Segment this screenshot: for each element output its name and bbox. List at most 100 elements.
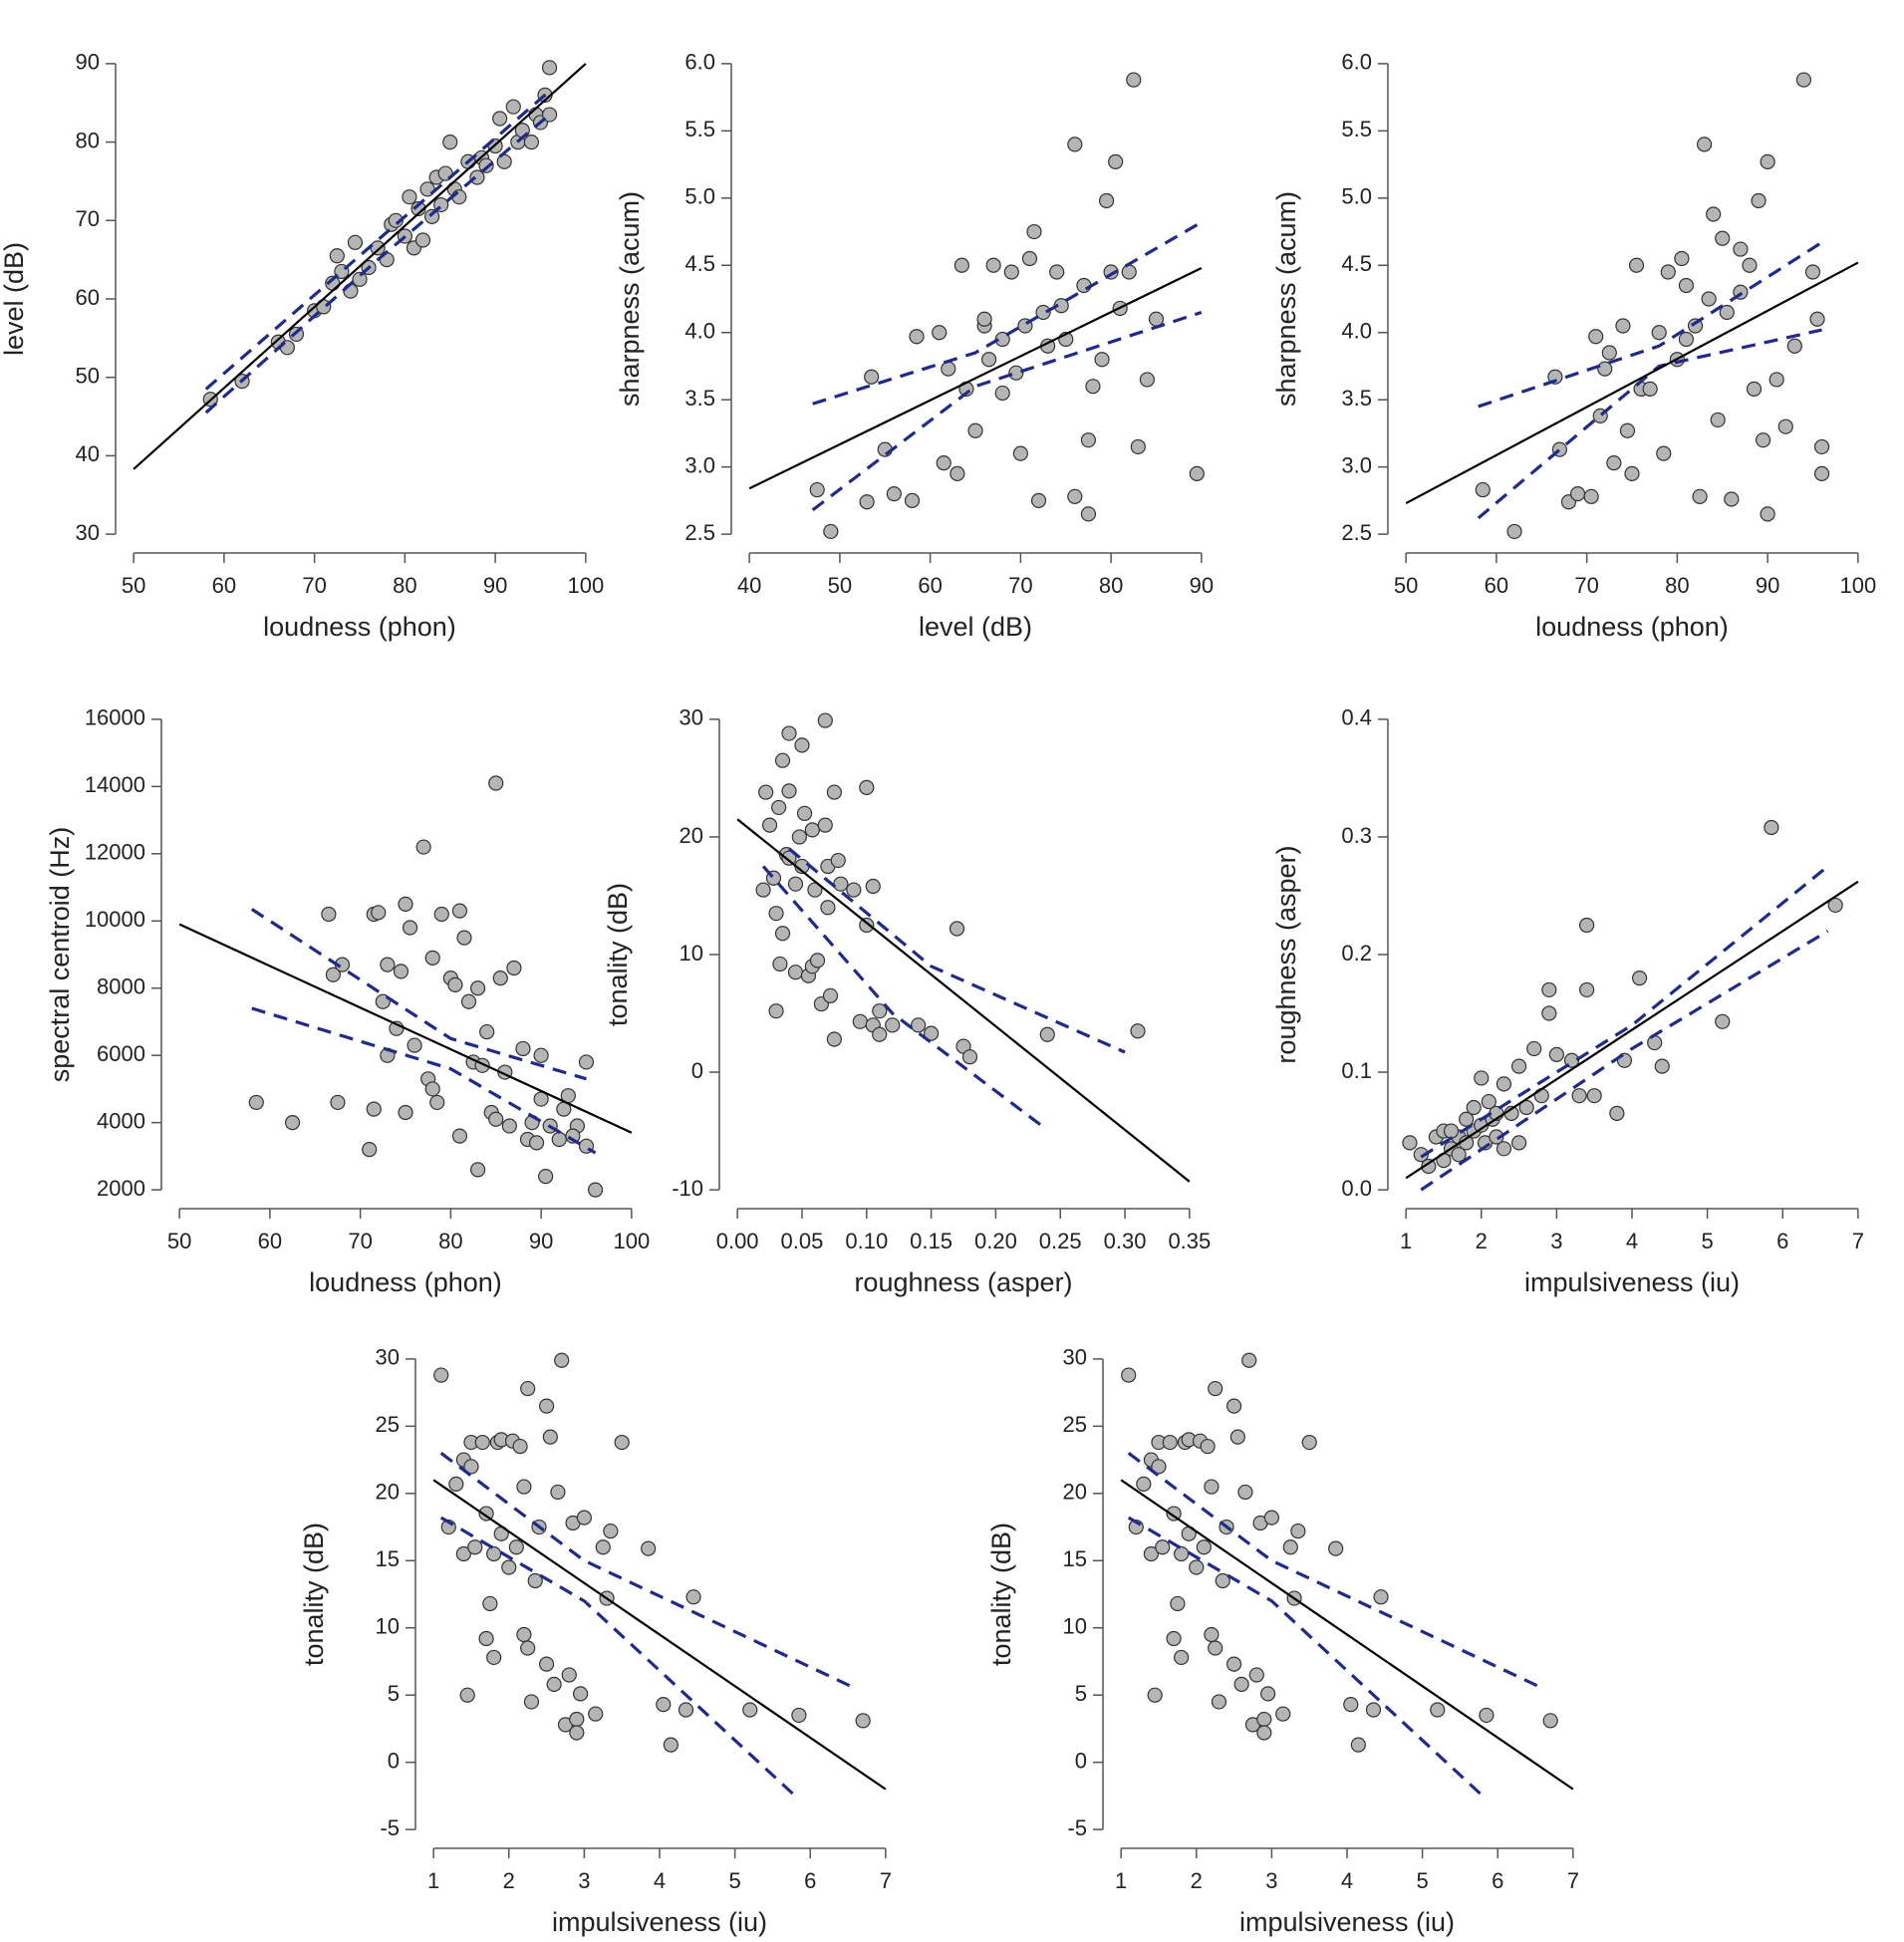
data-point (366, 1101, 382, 1117)
y-tick-label: 0.0 (1341, 1176, 1372, 1201)
x-tick-label: 4 (1341, 1868, 1353, 1893)
y-tick-label: 5.5 (684, 117, 715, 141)
data-point (451, 903, 468, 919)
data-point (1139, 372, 1156, 388)
panel: 2000 4000 6000 8000 10000 12000 14000 16000 50 60… (45, 705, 650, 1297)
data-point (1518, 1099, 1534, 1116)
x-tick-label: 7 (880, 1868, 892, 1893)
data-point (1795, 72, 1812, 88)
data-point (1233, 1676, 1249, 1692)
data-point (380, 957, 396, 972)
data-point (398, 896, 413, 913)
x-tick-label: 0.00 (716, 1229, 759, 1253)
data-point (758, 784, 774, 800)
data-point (488, 1111, 504, 1127)
data-point (1166, 1630, 1182, 1647)
data-point (822, 987, 839, 1003)
data-point (817, 712, 833, 728)
data-point (1229, 1429, 1245, 1445)
data-point (1275, 1706, 1291, 1722)
data-point (1328, 1540, 1344, 1556)
data-point (1256, 1711, 1272, 1728)
data-point (994, 385, 1010, 402)
y-tick-label: 0.2 (1341, 941, 1372, 966)
y-axis-label: sharpness (acum) (615, 191, 645, 407)
data-point (347, 234, 364, 250)
data-point (1121, 1367, 1137, 1383)
y-tick-label: 20 (376, 1480, 400, 1505)
data-point (809, 481, 825, 498)
data-point (787, 965, 804, 980)
data-point (953, 257, 969, 273)
data-point (554, 1352, 570, 1368)
data-point (1085, 379, 1101, 395)
data-point (1260, 1686, 1276, 1702)
x-tick-label: 6 (1776, 1229, 1788, 1253)
data-point (321, 906, 337, 923)
data-point (469, 980, 486, 996)
panel: 2.5 3.0 3.5 4.0 4.5 5.0 5.5 6.0 40 50 60 70 80 90 leve… (615, 50, 1214, 642)
x-tick-label: 60 (918, 573, 942, 598)
x-axis-label: roughness (asper) (854, 1267, 1072, 1297)
fit-line (1405, 880, 1859, 1180)
data-point (393, 964, 409, 979)
y-tick-label: 0 (691, 1058, 703, 1083)
ci-lower-line (1127, 1516, 1485, 1798)
data-point (855, 1713, 871, 1729)
data-point (1098, 192, 1115, 209)
data-point (1715, 1013, 1731, 1029)
data-point (352, 271, 368, 287)
data-point (787, 876, 804, 892)
data-point (961, 1049, 978, 1065)
y-tick-label: 5 (1075, 1681, 1087, 1706)
data-point (846, 882, 862, 898)
data-point (807, 882, 823, 898)
y-tick-label: 6.0 (684, 50, 715, 75)
data-point (508, 1539, 524, 1555)
data-point (774, 752, 791, 768)
data-point (1035, 304, 1051, 321)
ci-lower-line (251, 1006, 597, 1155)
data-point (520, 1640, 536, 1656)
data-point (1143, 1545, 1159, 1562)
x-tick-label: 2 (1191, 1868, 1203, 1893)
data-point (546, 1676, 562, 1692)
x-tick-label: 50 (122, 573, 145, 598)
y-tick-label: 3.5 (684, 386, 715, 411)
data-point (424, 950, 440, 966)
fit-line (178, 923, 633, 1134)
data-point (1189, 465, 1205, 481)
x-tick-label: 4 (1626, 1229, 1638, 1253)
y-tick-label: 50 (76, 364, 100, 389)
data-point (1026, 223, 1042, 240)
data-point (433, 1367, 449, 1383)
data-point (1701, 291, 1717, 307)
data-point (538, 1398, 555, 1414)
x-tick-label: 5 (1701, 1229, 1713, 1253)
data-point (460, 993, 477, 1009)
y-tick-label: 0 (1075, 1748, 1087, 1773)
data-point (1208, 1380, 1224, 1397)
x-tick-label: 60 (212, 573, 236, 598)
data-point (1715, 230, 1731, 246)
ci-lower-line (1420, 930, 1829, 1192)
data-point (781, 783, 797, 799)
data-point (1151, 1459, 1167, 1475)
data-point (1241, 1352, 1257, 1368)
data-point (1121, 264, 1137, 280)
ci-lower-line (1477, 328, 1822, 520)
data-point (1237, 1484, 1253, 1501)
data-point (1080, 432, 1097, 448)
data-point (541, 60, 558, 76)
ci-upper-line (1127, 1452, 1544, 1690)
data-point (1742, 257, 1758, 273)
data-point (1211, 1694, 1227, 1710)
data-point (1624, 465, 1640, 481)
y-tick-label: -5 (380, 1815, 400, 1840)
y-tick-label: 3.0 (1341, 452, 1372, 477)
data-point (742, 1702, 758, 1718)
data-point (1451, 1147, 1467, 1163)
data-point (872, 1026, 888, 1042)
x-axis-label: impulsiveness (iu) (1239, 1907, 1455, 1937)
